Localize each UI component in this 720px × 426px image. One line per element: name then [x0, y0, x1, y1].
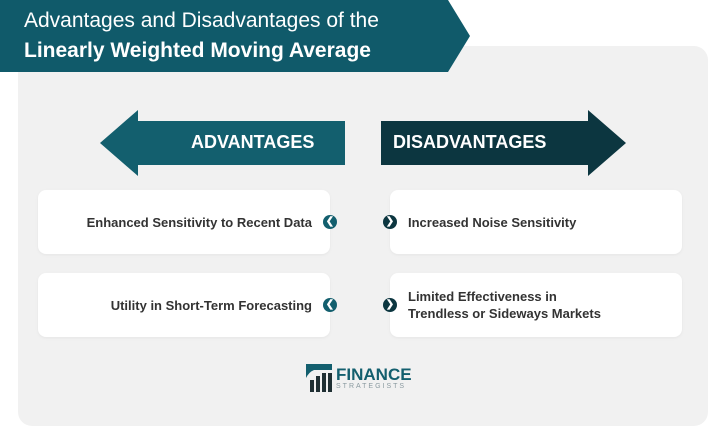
- disadvantages-label: DISADVANTAGES: [393, 132, 547, 152]
- title-line-2: Linearly Weighted Moving Average: [24, 39, 371, 62]
- disadvantage-text: Limited Effectiveness in Trendless or Si…: [408, 289, 601, 321]
- advantage-text: Utility in Short-Term Forecasting: [110, 297, 312, 313]
- logo-subname: STRATEGISTS: [336, 382, 407, 390]
- title-line-1: Advantages and Disadvantages of the: [24, 9, 379, 32]
- advantages-label: ADVANTAGES: [191, 132, 315, 152]
- disadvantage-card: ❯ Limited Effectiveness in Trendless or S…: [383, 273, 682, 337]
- title-banner: Advantages and Disadvantages of the Line…: [0, 0, 470, 72]
- finance-strategists-logo: FINANCE STRATEGISTS: [306, 364, 412, 392]
- disadvantage-text: Increased Noise Sensitivity: [408, 214, 577, 230]
- logo-name: FINANCE: [336, 364, 412, 384]
- disadvantage-card: ❯ Increased Noise Sensitivity: [383, 190, 682, 254]
- disadvantages-arrow: DISADVANTAGES: [381, 110, 626, 176]
- chevron-left-icon: ❮: [323, 215, 337, 229]
- chevron-right-icon: ❯: [383, 298, 397, 312]
- chevron-right-icon: ❯: [383, 215, 397, 229]
- chevron-left-icon: ❮: [323, 298, 337, 312]
- advantages-arrow: ADVANTAGES: [100, 110, 345, 176]
- advantage-card: Utility in Short-Term Forecasting ❮: [38, 273, 337, 337]
- logo-mark-icon: [306, 364, 332, 392]
- advantage-card: Enhanced Sensitivity to Recent Data ❮: [38, 190, 337, 254]
- advantage-text: Enhanced Sensitivity to Recent Data: [86, 214, 312, 230]
